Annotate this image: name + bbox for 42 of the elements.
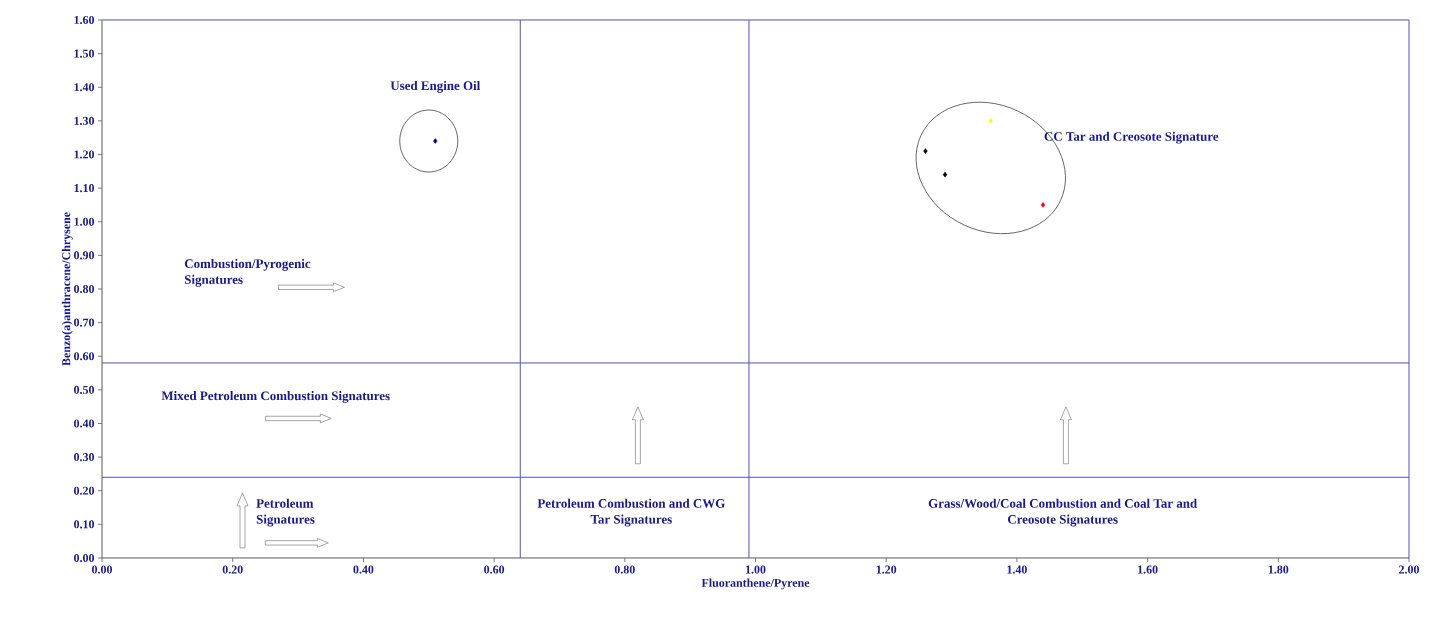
y-tick-label: 0.40 xyxy=(74,419,95,428)
x-tick-label: 0.60 xyxy=(484,565,505,574)
x-tick-label: 1.00 xyxy=(746,565,766,574)
x-tick-label: 0.00 xyxy=(92,565,113,574)
point xyxy=(923,148,928,154)
point xyxy=(1040,202,1046,208)
x-tick-label: 1.60 xyxy=(1138,565,1158,574)
point xyxy=(942,171,948,178)
x-tick-label: 2.00 xyxy=(1399,565,1420,574)
x-tick-label: 1.40 xyxy=(1007,565,1027,574)
annotation: Petroleum Signatures xyxy=(256,498,315,527)
annotation: Grass/Wood/Coal Combustion and Coal Tar and Creosote Signatures xyxy=(928,498,1198,527)
y-tick-label: 0.00 xyxy=(74,553,95,563)
y-tick-label: 0.70 xyxy=(74,318,95,327)
y-tick-label: 0.80 xyxy=(74,284,95,294)
annotation: CC Tar and Creosote Signature xyxy=(1044,131,1219,144)
annotation: Mixed Petroleum Combustion Signatures xyxy=(161,391,390,403)
x-tick-label: 1.80 xyxy=(1268,565,1289,574)
y-tick-label: 1.20 xyxy=(74,150,95,159)
y-tick-label: 0.20 xyxy=(74,486,95,495)
y-tick-label: 0.30 xyxy=(74,453,95,462)
y-tick-label: 1.50 xyxy=(74,49,95,58)
y-tick-label: 0.50 xyxy=(74,385,95,394)
x-axis-title: Fluoranthene/Pyrene xyxy=(701,578,810,590)
y-tick-label: 1.30 xyxy=(74,116,95,125)
annotation: Combustion/Pyrogenic Signatures xyxy=(184,258,311,287)
y-axis-title: Benzo(a)anthracene/Chrysene xyxy=(61,212,73,366)
annotation: Petroleum Combustion and CWG Tar Signatures xyxy=(537,498,725,527)
x-tick-label: 0.80 xyxy=(614,565,635,574)
x-tick-label: 0.40 xyxy=(353,565,374,574)
point xyxy=(433,138,438,144)
y-tick-label: 1.00 xyxy=(74,217,95,226)
y-tick-label: 0.60 xyxy=(74,352,95,361)
y-tick-label: 1.10 xyxy=(74,184,95,193)
x-tick-label: 1.20 xyxy=(876,565,897,574)
x-tick-label: 0.20 xyxy=(222,565,243,574)
y-tick-label: 0.10 xyxy=(74,520,95,529)
y-tick-label: 1.60 xyxy=(74,15,95,25)
y-tick-label: 1.40 xyxy=(74,83,95,92)
point xyxy=(988,118,993,124)
annotation: Used Engine Oil xyxy=(390,80,481,93)
y-tick-label: 0.90 xyxy=(74,251,95,260)
